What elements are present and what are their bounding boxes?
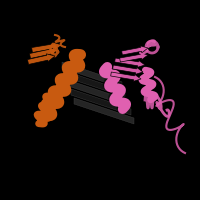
Polygon shape — [120, 53, 148, 62]
Polygon shape — [74, 98, 134, 124]
Polygon shape — [29, 48, 58, 58]
Polygon shape — [62, 62, 122, 88]
Polygon shape — [27, 54, 55, 64]
Polygon shape — [122, 46, 148, 55]
Polygon shape — [68, 80, 128, 106]
Polygon shape — [113, 65, 143, 74]
Polygon shape — [71, 89, 131, 115]
Polygon shape — [115, 58, 145, 67]
Polygon shape — [32, 42, 62, 52]
Polygon shape — [111, 72, 141, 81]
Polygon shape — [65, 71, 125, 97]
